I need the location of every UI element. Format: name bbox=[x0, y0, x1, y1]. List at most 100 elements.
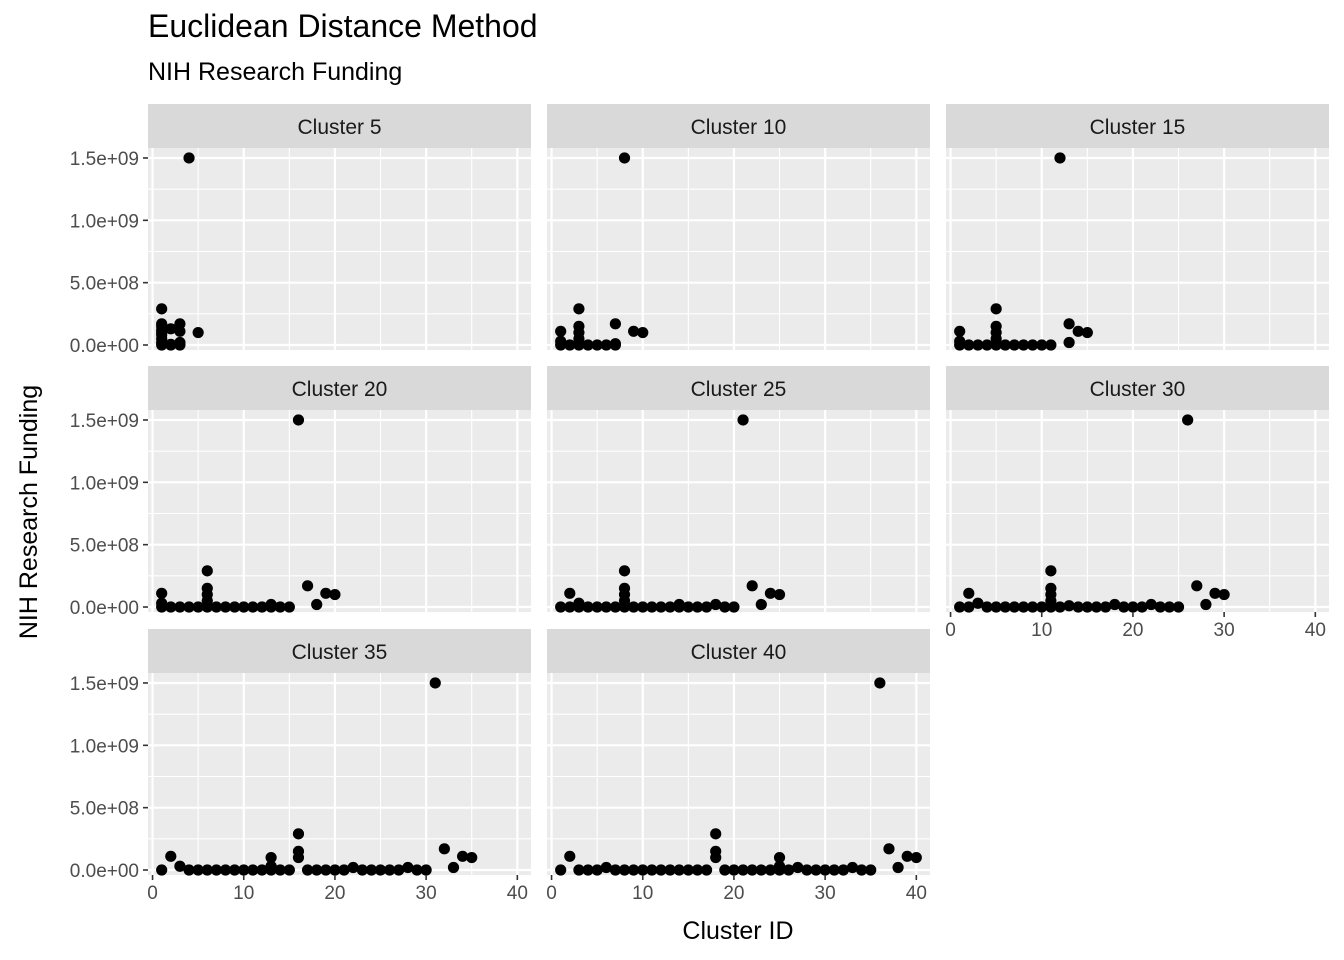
panel-background bbox=[946, 410, 1329, 612]
x-tick-label: 30 bbox=[1214, 620, 1235, 641]
data-point bbox=[819, 864, 831, 876]
data-point bbox=[856, 864, 868, 876]
data-point bbox=[637, 601, 649, 613]
data-point bbox=[972, 597, 984, 609]
data-point bbox=[618, 152, 631, 164]
data-point bbox=[1191, 580, 1203, 592]
data-point bbox=[664, 601, 676, 613]
data-point bbox=[582, 339, 594, 351]
data-point bbox=[990, 303, 1002, 315]
data-point bbox=[990, 601, 1002, 613]
facet-strip bbox=[946, 366, 1329, 410]
chart-subtitle: NIH Research Funding bbox=[148, 58, 403, 86]
data-point bbox=[628, 325, 640, 337]
data-point bbox=[628, 864, 640, 876]
data-point bbox=[646, 601, 658, 613]
x-tick-label: 30 bbox=[815, 883, 836, 904]
data-point bbox=[1063, 600, 1075, 612]
data-point bbox=[374, 864, 387, 876]
data-point bbox=[201, 864, 213, 876]
x-axis-title: Cluster ID bbox=[682, 917, 793, 945]
data-point bbox=[600, 861, 612, 874]
facet-strip bbox=[148, 104, 531, 148]
data-point bbox=[555, 601, 567, 613]
data-point bbox=[238, 601, 250, 613]
data-point bbox=[447, 861, 460, 874]
data-point bbox=[954, 601, 966, 613]
data-point bbox=[1127, 601, 1139, 613]
data-point bbox=[901, 850, 913, 862]
data-point bbox=[183, 152, 195, 164]
data-point bbox=[1063, 318, 1075, 330]
data-point bbox=[783, 864, 795, 876]
data-point bbox=[174, 601, 186, 613]
facet-strip-label: Cluster 10 bbox=[691, 116, 787, 139]
data-point bbox=[329, 864, 341, 876]
data-point bbox=[573, 601, 585, 613]
data-point bbox=[628, 601, 640, 613]
data-point bbox=[710, 851, 722, 864]
data-point bbox=[156, 587, 168, 599]
data-point bbox=[1027, 339, 1039, 351]
data-point bbox=[320, 587, 332, 599]
y-tick-label: 5.0e+08 bbox=[70, 274, 139, 295]
y-tick-label: 5.0e+08 bbox=[70, 799, 139, 820]
data-point bbox=[320, 864, 332, 876]
data-point bbox=[728, 864, 740, 876]
y-tick-label: 1.5e+09 bbox=[70, 674, 139, 695]
data-point bbox=[682, 601, 694, 613]
data-point bbox=[673, 864, 685, 876]
data-point bbox=[609, 318, 621, 330]
data-point bbox=[710, 598, 722, 611]
data-point bbox=[972, 339, 984, 351]
data-point bbox=[165, 338, 177, 350]
data-point bbox=[618, 601, 631, 613]
data-point bbox=[210, 864, 222, 876]
data-point bbox=[356, 864, 368, 876]
data-point bbox=[801, 864, 813, 876]
x-tick-label: 40 bbox=[507, 883, 528, 904]
x-tick-label: 10 bbox=[233, 883, 254, 904]
data-point bbox=[283, 864, 295, 876]
panel-background bbox=[547, 410, 930, 612]
x-tick-label: 0 bbox=[546, 883, 557, 904]
data-point bbox=[192, 864, 204, 876]
data-point bbox=[292, 828, 305, 840]
data-point bbox=[963, 601, 975, 613]
y-tick-label: 0.0e+00 bbox=[70, 598, 139, 619]
data-point bbox=[609, 864, 621, 876]
x-tick-label: 10 bbox=[1031, 620, 1052, 641]
panel-background bbox=[946, 148, 1329, 350]
data-point bbox=[564, 339, 576, 351]
data-point bbox=[954, 339, 966, 351]
x-tick-label: 20 bbox=[1122, 620, 1143, 641]
data-point bbox=[301, 864, 314, 876]
data-point bbox=[256, 601, 268, 613]
data-point bbox=[892, 861, 904, 874]
data-point bbox=[555, 325, 567, 337]
facet-strip-label: Cluster 25 bbox=[691, 378, 787, 401]
data-point bbox=[301, 580, 314, 592]
facet-strip-label: Cluster 35 bbox=[292, 641, 388, 664]
data-point bbox=[865, 864, 877, 876]
data-point bbox=[219, 864, 232, 876]
data-point bbox=[347, 861, 359, 874]
facet-strip bbox=[547, 629, 930, 673]
data-point bbox=[201, 601, 213, 613]
facet-strip-label: Cluster 5 bbox=[297, 116, 381, 139]
x-tick-label: 30 bbox=[416, 883, 437, 904]
data-point bbox=[292, 851, 305, 864]
data-point bbox=[229, 601, 241, 613]
data-point bbox=[174, 339, 186, 351]
y-tick-label: 1.0e+09 bbox=[70, 211, 139, 232]
data-point bbox=[292, 414, 305, 426]
data-point bbox=[773, 588, 786, 601]
data-point bbox=[700, 601, 713, 613]
data-point bbox=[1008, 339, 1020, 351]
data-point bbox=[691, 601, 704, 613]
y-tick-label: 1.5e+09 bbox=[70, 149, 139, 170]
data-point bbox=[1163, 601, 1176, 613]
data-point bbox=[1063, 336, 1075, 349]
